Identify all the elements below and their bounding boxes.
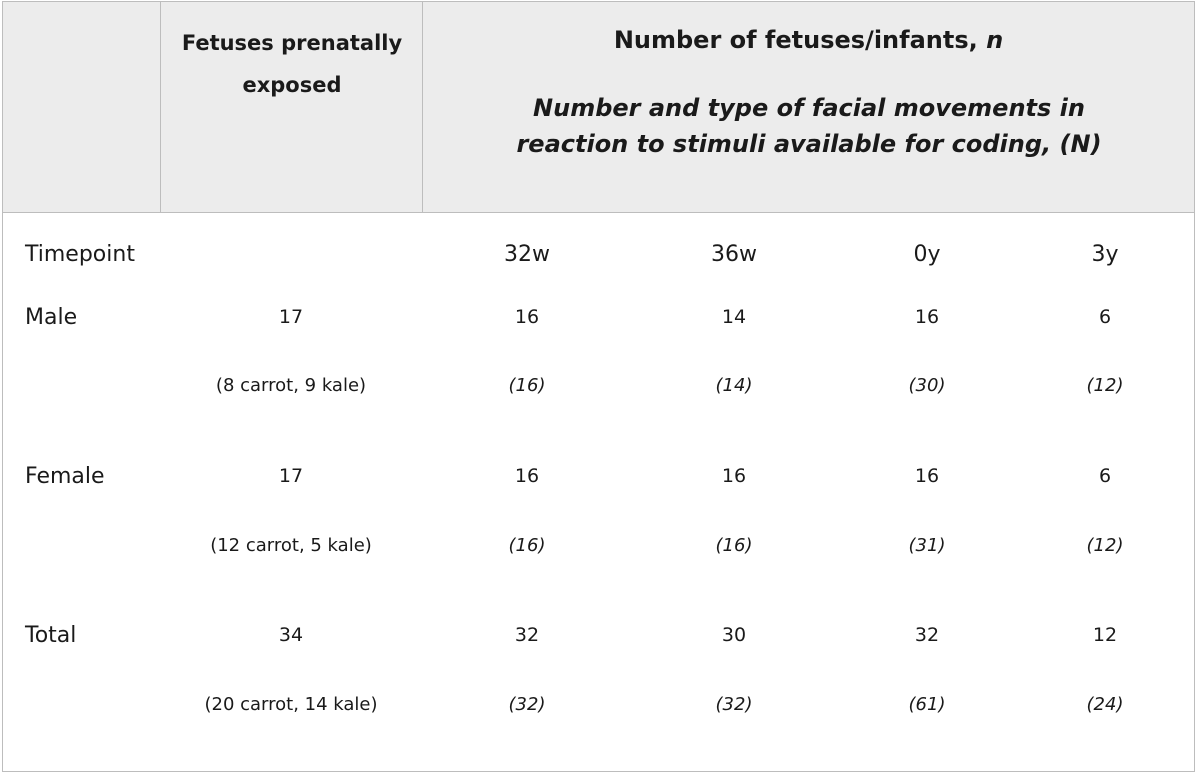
total-count-32w: 32 — [514, 624, 540, 646]
header-number: Number of fetuses/infants, n — [423, 22, 1194, 58]
header-divider — [422, 2, 423, 212]
female-movements-3y: (12) — [1086, 535, 1124, 556]
timepoint-0y: 0y — [913, 242, 941, 267]
male-exposed: 17 — [278, 306, 304, 328]
total-movements-36w: (32) — [715, 694, 753, 715]
female-exposed: 17 — [278, 465, 304, 487]
total-exposed: 34 — [278, 624, 304, 646]
header-exposed: Fetuses prenatally exposed — [181, 31, 403, 97]
male-movements-3y: (12) — [1086, 375, 1124, 396]
header-subtitle: Number and type of facial movements in r… — [516, 94, 1102, 158]
total-movements-0y: (61) — [908, 694, 946, 715]
female-movements-36w: (16) — [715, 535, 753, 556]
male-count-0y: 16 — [914, 306, 940, 328]
male-movements-32w: (16) — [508, 375, 546, 396]
timepoint-3y: 3y — [1091, 242, 1119, 267]
female-count-32w: 16 — [514, 465, 540, 487]
total-exposed-detail: (20 carrot, 14 kale) — [204, 694, 378, 715]
female-movements-32w: (16) — [508, 535, 546, 556]
male-movements-36w: (14) — [715, 375, 753, 396]
table-header: Fetuses prenatally exposed Number of fet… — [3, 2, 1194, 213]
timepoint-36w: 36w — [711, 242, 757, 267]
female-count-0y: 16 — [914, 465, 940, 487]
total-movements-3y: (24) — [1086, 694, 1124, 715]
male-movements-0y: (30) — [908, 375, 946, 396]
header-number-var: n — [986, 26, 1004, 54]
timepoint-32w: 32w — [504, 242, 550, 267]
female-count-3y: 6 — [1098, 465, 1112, 487]
header-divider — [160, 2, 161, 212]
header-number-text: Number of fetuses/infants, — [613, 26, 978, 54]
total-count-3y: 12 — [1092, 624, 1118, 646]
female-count-36w: 16 — [721, 465, 747, 487]
female-movements-0y: (31) — [908, 535, 946, 556]
male-count-32w: 16 — [514, 306, 540, 328]
male-count-3y: 6 — [1098, 306, 1112, 328]
male-exposed-detail: (8 carrot, 9 kale) — [215, 375, 367, 396]
female-exposed-detail: (12 carrot, 5 kale) — [210, 535, 372, 556]
row-label-total: Total — [25, 623, 77, 648]
row-label-timepoint: Timepoint — [25, 242, 135, 267]
row-label-male: Male — [25, 305, 78, 330]
total-movements-32w: (32) — [508, 694, 546, 715]
row-label-female: Female — [25, 464, 105, 489]
male-count-36w: 14 — [721, 306, 747, 328]
total-count-36w: 30 — [721, 624, 747, 646]
total-count-0y: 32 — [914, 624, 940, 646]
